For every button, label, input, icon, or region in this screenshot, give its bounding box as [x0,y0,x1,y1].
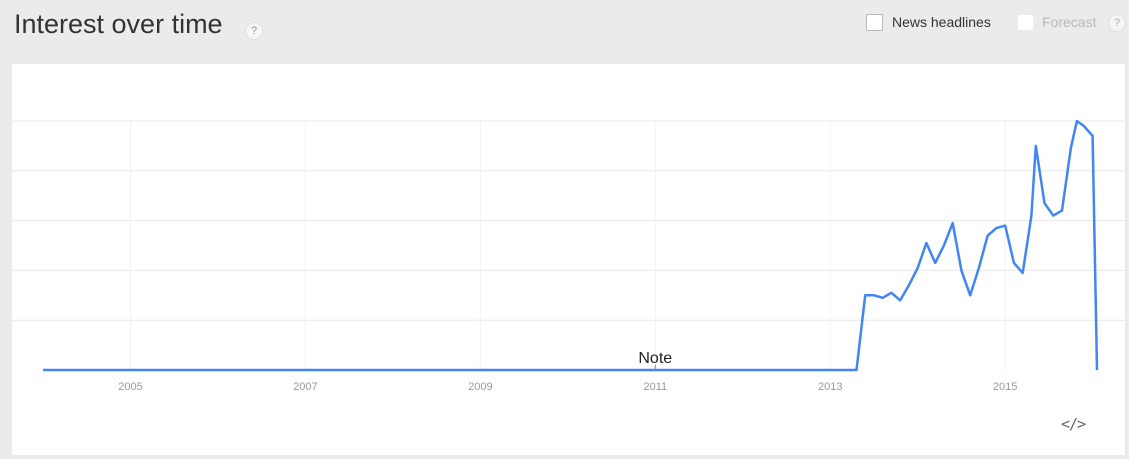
x-tick-label: 2011 [643,381,667,393]
x-tick-label: 2007 [293,381,317,393]
x-tick-label: 2013 [818,381,842,393]
embed-code-icon[interactable]: </> [1061,415,1086,433]
annotation-label: Note [638,350,672,367]
interest-line-chart: 2005 2007 2009 2011 2013 2015 Note [12,119,1125,393]
panel-header: Interest over time ? News headlines Fore… [0,0,1129,62]
forecast-label: Forecast [1042,14,1097,30]
forecast-checkbox[interactable] [1017,14,1034,31]
x-tick-label: 2005 [118,381,142,393]
x-tick-label: 2015 [993,381,1017,393]
forecast-help-icon[interactable]: ? [1108,14,1126,32]
series-line [43,119,1099,372]
panel-title: Interest over time [14,9,223,39]
x-tick-label: 2009 [468,381,492,393]
news-headlines-label[interactable]: News headlines [892,14,991,30]
news-headlines-checkbox[interactable] [866,14,883,31]
help-icon[interactable]: ? [245,22,263,40]
chart-card: 2005 2007 2009 2011 2013 2015 Note </> [12,64,1125,455]
